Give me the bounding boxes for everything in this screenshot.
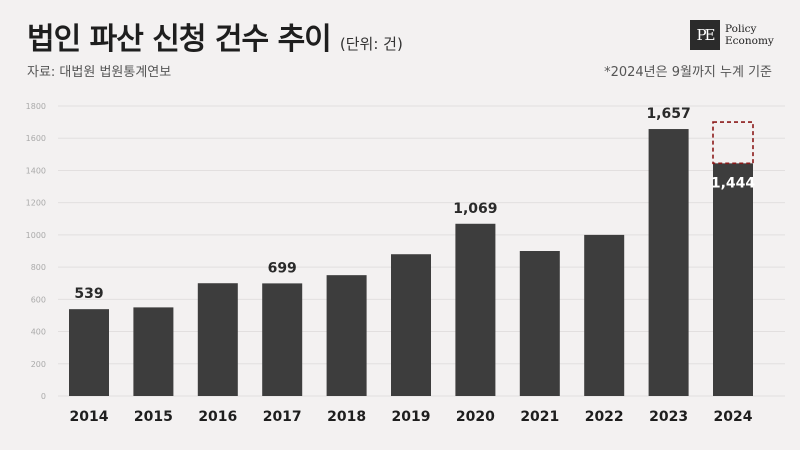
bar	[519, 251, 560, 396]
y-tick-label: 1600	[26, 134, 46, 143]
y-tick-label: 1000	[26, 231, 46, 240]
policy-economy-logo: PE Policy Economy	[690, 20, 774, 50]
data-label: 699	[268, 260, 297, 276]
x-tick-label: 2016	[198, 409, 237, 425]
logo-line-2: Economy	[725, 35, 774, 47]
data-label: 1,657	[646, 106, 690, 122]
logo-line-1: Policy	[725, 23, 757, 35]
logo-text: Policy Economy	[725, 23, 774, 47]
bar	[713, 163, 753, 396]
bar	[584, 234, 625, 396]
y-tick-label: 1200	[26, 199, 46, 208]
bar	[391, 254, 431, 396]
x-tick-label: 2017	[263, 409, 302, 425]
footnote-text: *2024년은 9월까지 누계 기준	[604, 65, 772, 80]
y-tick-label: 400	[31, 328, 46, 337]
x-tick-label: 2022	[585, 409, 624, 425]
x-tick-label: 2018	[327, 409, 366, 425]
title-block: 법인 파산 신청 건수 추이 (단위: 건)	[27, 14, 403, 58]
projection-dashed-box	[712, 121, 754, 165]
x-tick-label: 2015	[134, 409, 173, 425]
unit-label: (단위: 건)	[339, 35, 403, 53]
x-tick-label: 2020	[456, 409, 495, 425]
bar	[262, 283, 303, 396]
bar	[197, 283, 238, 396]
y-tick-label: 200	[31, 360, 46, 369]
data-label: 539	[74, 286, 103, 302]
bar	[133, 307, 174, 396]
data-label: 1,069	[453, 201, 497, 217]
y-tick-label: 1400	[26, 166, 46, 175]
y-tick-label: 800	[31, 263, 46, 272]
x-tick-label: 2019	[392, 409, 431, 425]
x-tick-label: 2014	[70, 409, 109, 425]
data-label: 1,444	[711, 175, 756, 191]
x-tick-label: 2021	[520, 409, 559, 425]
y-tick-label: 1800	[26, 102, 46, 111]
x-tick-label: 2024	[714, 409, 753, 425]
logo-mark-icon: PE	[690, 20, 720, 50]
bar	[69, 309, 109, 396]
y-tick-label: 600	[31, 295, 46, 304]
bar	[648, 129, 689, 397]
page-title: 법인 파산 신청 건수 추이	[27, 22, 332, 57]
source-text: 자료: 대법원 법원통계연보	[27, 65, 172, 80]
bar	[326, 275, 367, 396]
x-tick-label: 2023	[649, 409, 688, 425]
y-tick-label: 0	[41, 392, 46, 401]
bar	[455, 223, 496, 396]
